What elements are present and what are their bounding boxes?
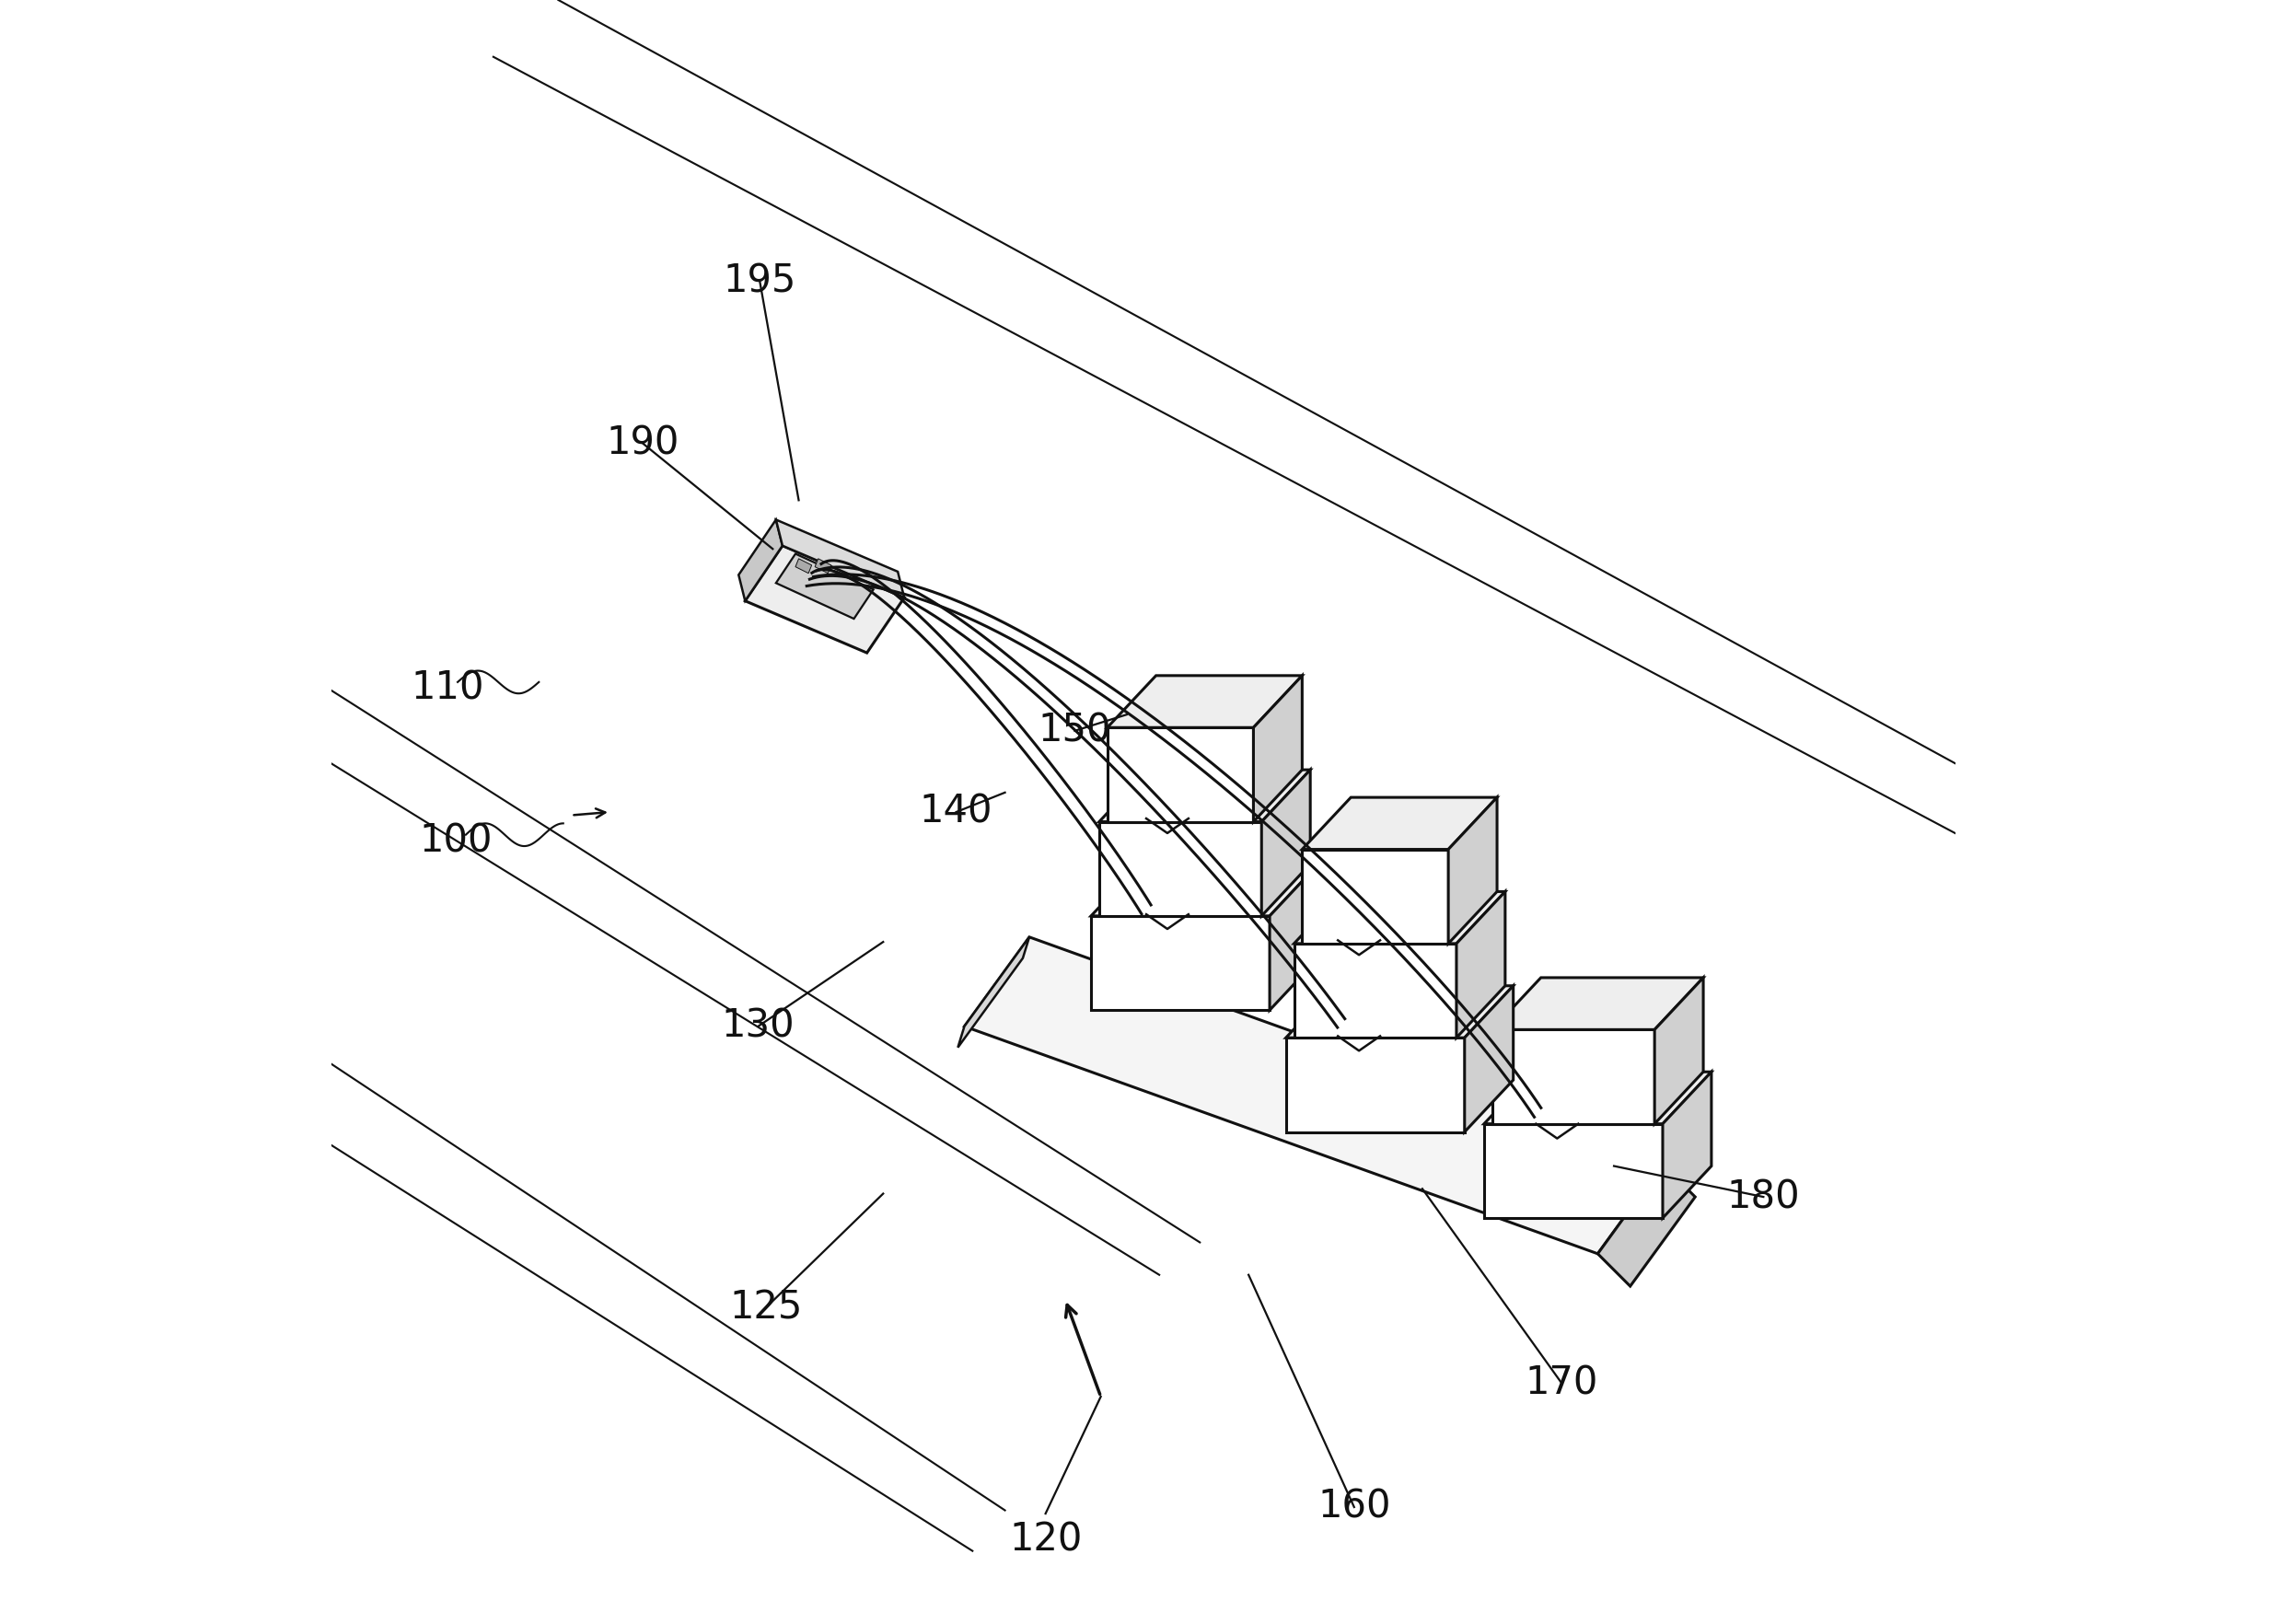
Polygon shape xyxy=(1655,978,1703,1124)
Text: 195: 195 xyxy=(722,261,796,300)
Text: 150: 150 xyxy=(1038,711,1111,750)
Polygon shape xyxy=(1294,944,1456,1038)
Text: 100: 100 xyxy=(418,822,491,861)
Polygon shape xyxy=(1262,770,1310,916)
Polygon shape xyxy=(1253,676,1303,822)
Polygon shape xyxy=(1106,728,1253,822)
Polygon shape xyxy=(775,554,873,619)
Polygon shape xyxy=(1294,892,1504,944)
Polygon shape xyxy=(1287,1038,1465,1132)
Polygon shape xyxy=(1090,916,1269,1010)
Text: 170: 170 xyxy=(1525,1364,1598,1403)
Polygon shape xyxy=(1449,797,1497,944)
Text: 180: 180 xyxy=(1726,1177,1799,1216)
Polygon shape xyxy=(796,559,812,573)
Text: 125: 125 xyxy=(729,1288,802,1327)
Polygon shape xyxy=(1090,864,1319,916)
Polygon shape xyxy=(1493,978,1703,1030)
Polygon shape xyxy=(1303,849,1449,944)
Polygon shape xyxy=(1303,797,1497,849)
Polygon shape xyxy=(1100,822,1262,916)
Polygon shape xyxy=(1269,864,1319,1010)
Polygon shape xyxy=(814,559,832,573)
Polygon shape xyxy=(775,520,905,598)
Polygon shape xyxy=(1465,986,1513,1132)
Polygon shape xyxy=(1484,1072,1712,1124)
Text: 190: 190 xyxy=(606,424,679,463)
Polygon shape xyxy=(1106,676,1303,728)
Polygon shape xyxy=(1493,1030,1655,1124)
Polygon shape xyxy=(1287,986,1513,1038)
Polygon shape xyxy=(738,520,782,601)
Polygon shape xyxy=(1598,1164,1696,1286)
Polygon shape xyxy=(1100,770,1310,822)
Polygon shape xyxy=(1456,892,1504,1038)
Polygon shape xyxy=(1484,1124,1662,1218)
Text: 130: 130 xyxy=(722,1007,796,1046)
Polygon shape xyxy=(745,546,905,653)
Text: 110: 110 xyxy=(411,669,485,708)
Text: 140: 140 xyxy=(919,793,992,831)
Text: 120: 120 xyxy=(1008,1520,1081,1559)
Text: 160: 160 xyxy=(1317,1488,1390,1527)
Polygon shape xyxy=(958,937,1029,1047)
Polygon shape xyxy=(965,937,1662,1254)
Polygon shape xyxy=(1662,1072,1712,1218)
